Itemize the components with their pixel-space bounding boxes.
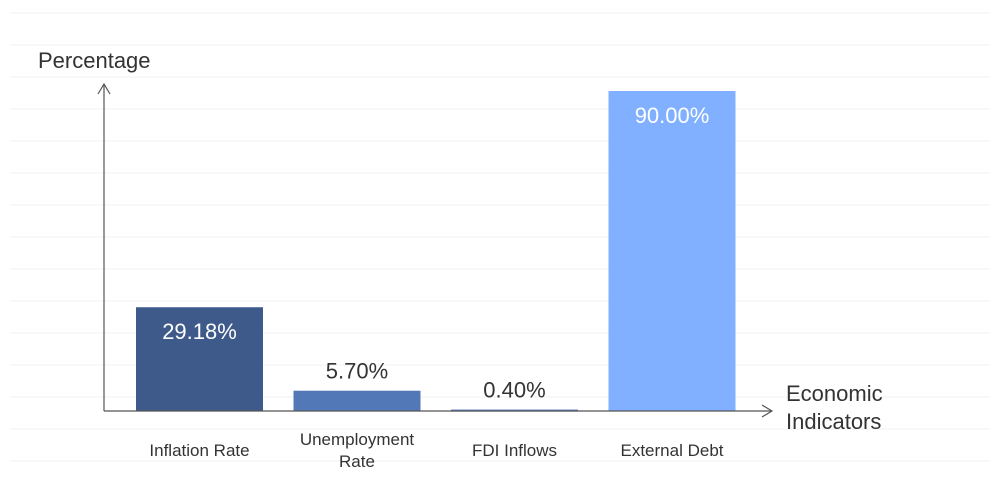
bars	[136, 91, 736, 412]
value-label-3: 90.00%	[635, 103, 710, 128]
value-labels: 29.18% 5.70% 0.40% 90.00%	[162, 103, 709, 403]
x-axis-title: Economic Indicators	[786, 381, 889, 434]
y-axis-title: Percentage	[38, 48, 151, 73]
bar-3	[608, 91, 736, 411]
category-label-1-line-1: Rate	[339, 452, 375, 471]
y-axis-arrow-icon	[97, 82, 111, 95]
category-label-2: FDI Inflows	[472, 441, 557, 460]
category-label-1: Unemployment Rate	[300, 430, 415, 471]
x-axis-title-line-1: Economic	[786, 381, 883, 406]
category-label-3: External Debt	[621, 441, 724, 460]
x-axis-arrow-icon	[761, 404, 774, 418]
category-label-0-line-0: Inflation Rate	[149, 441, 249, 460]
x-axis-title-line-2: Indicators	[786, 409, 881, 434]
category-label-1-line-0: Unemployment	[300, 430, 415, 449]
value-label-0: 29.18%	[162, 319, 237, 344]
value-label-1: 5.70%	[326, 359, 388, 384]
bar-0	[136, 307, 263, 411]
bar-1	[293, 390, 421, 411]
category-labels: Inflation Rate Unemployment Rate FDI Inflow…	[149, 430, 723, 471]
category-label-3-line-0: External Debt	[621, 441, 724, 460]
category-label-0: Inflation Rate	[149, 441, 249, 460]
category-label-2-line-0: FDI Inflows	[472, 441, 557, 460]
value-label-2: 0.40%	[483, 378, 545, 403]
